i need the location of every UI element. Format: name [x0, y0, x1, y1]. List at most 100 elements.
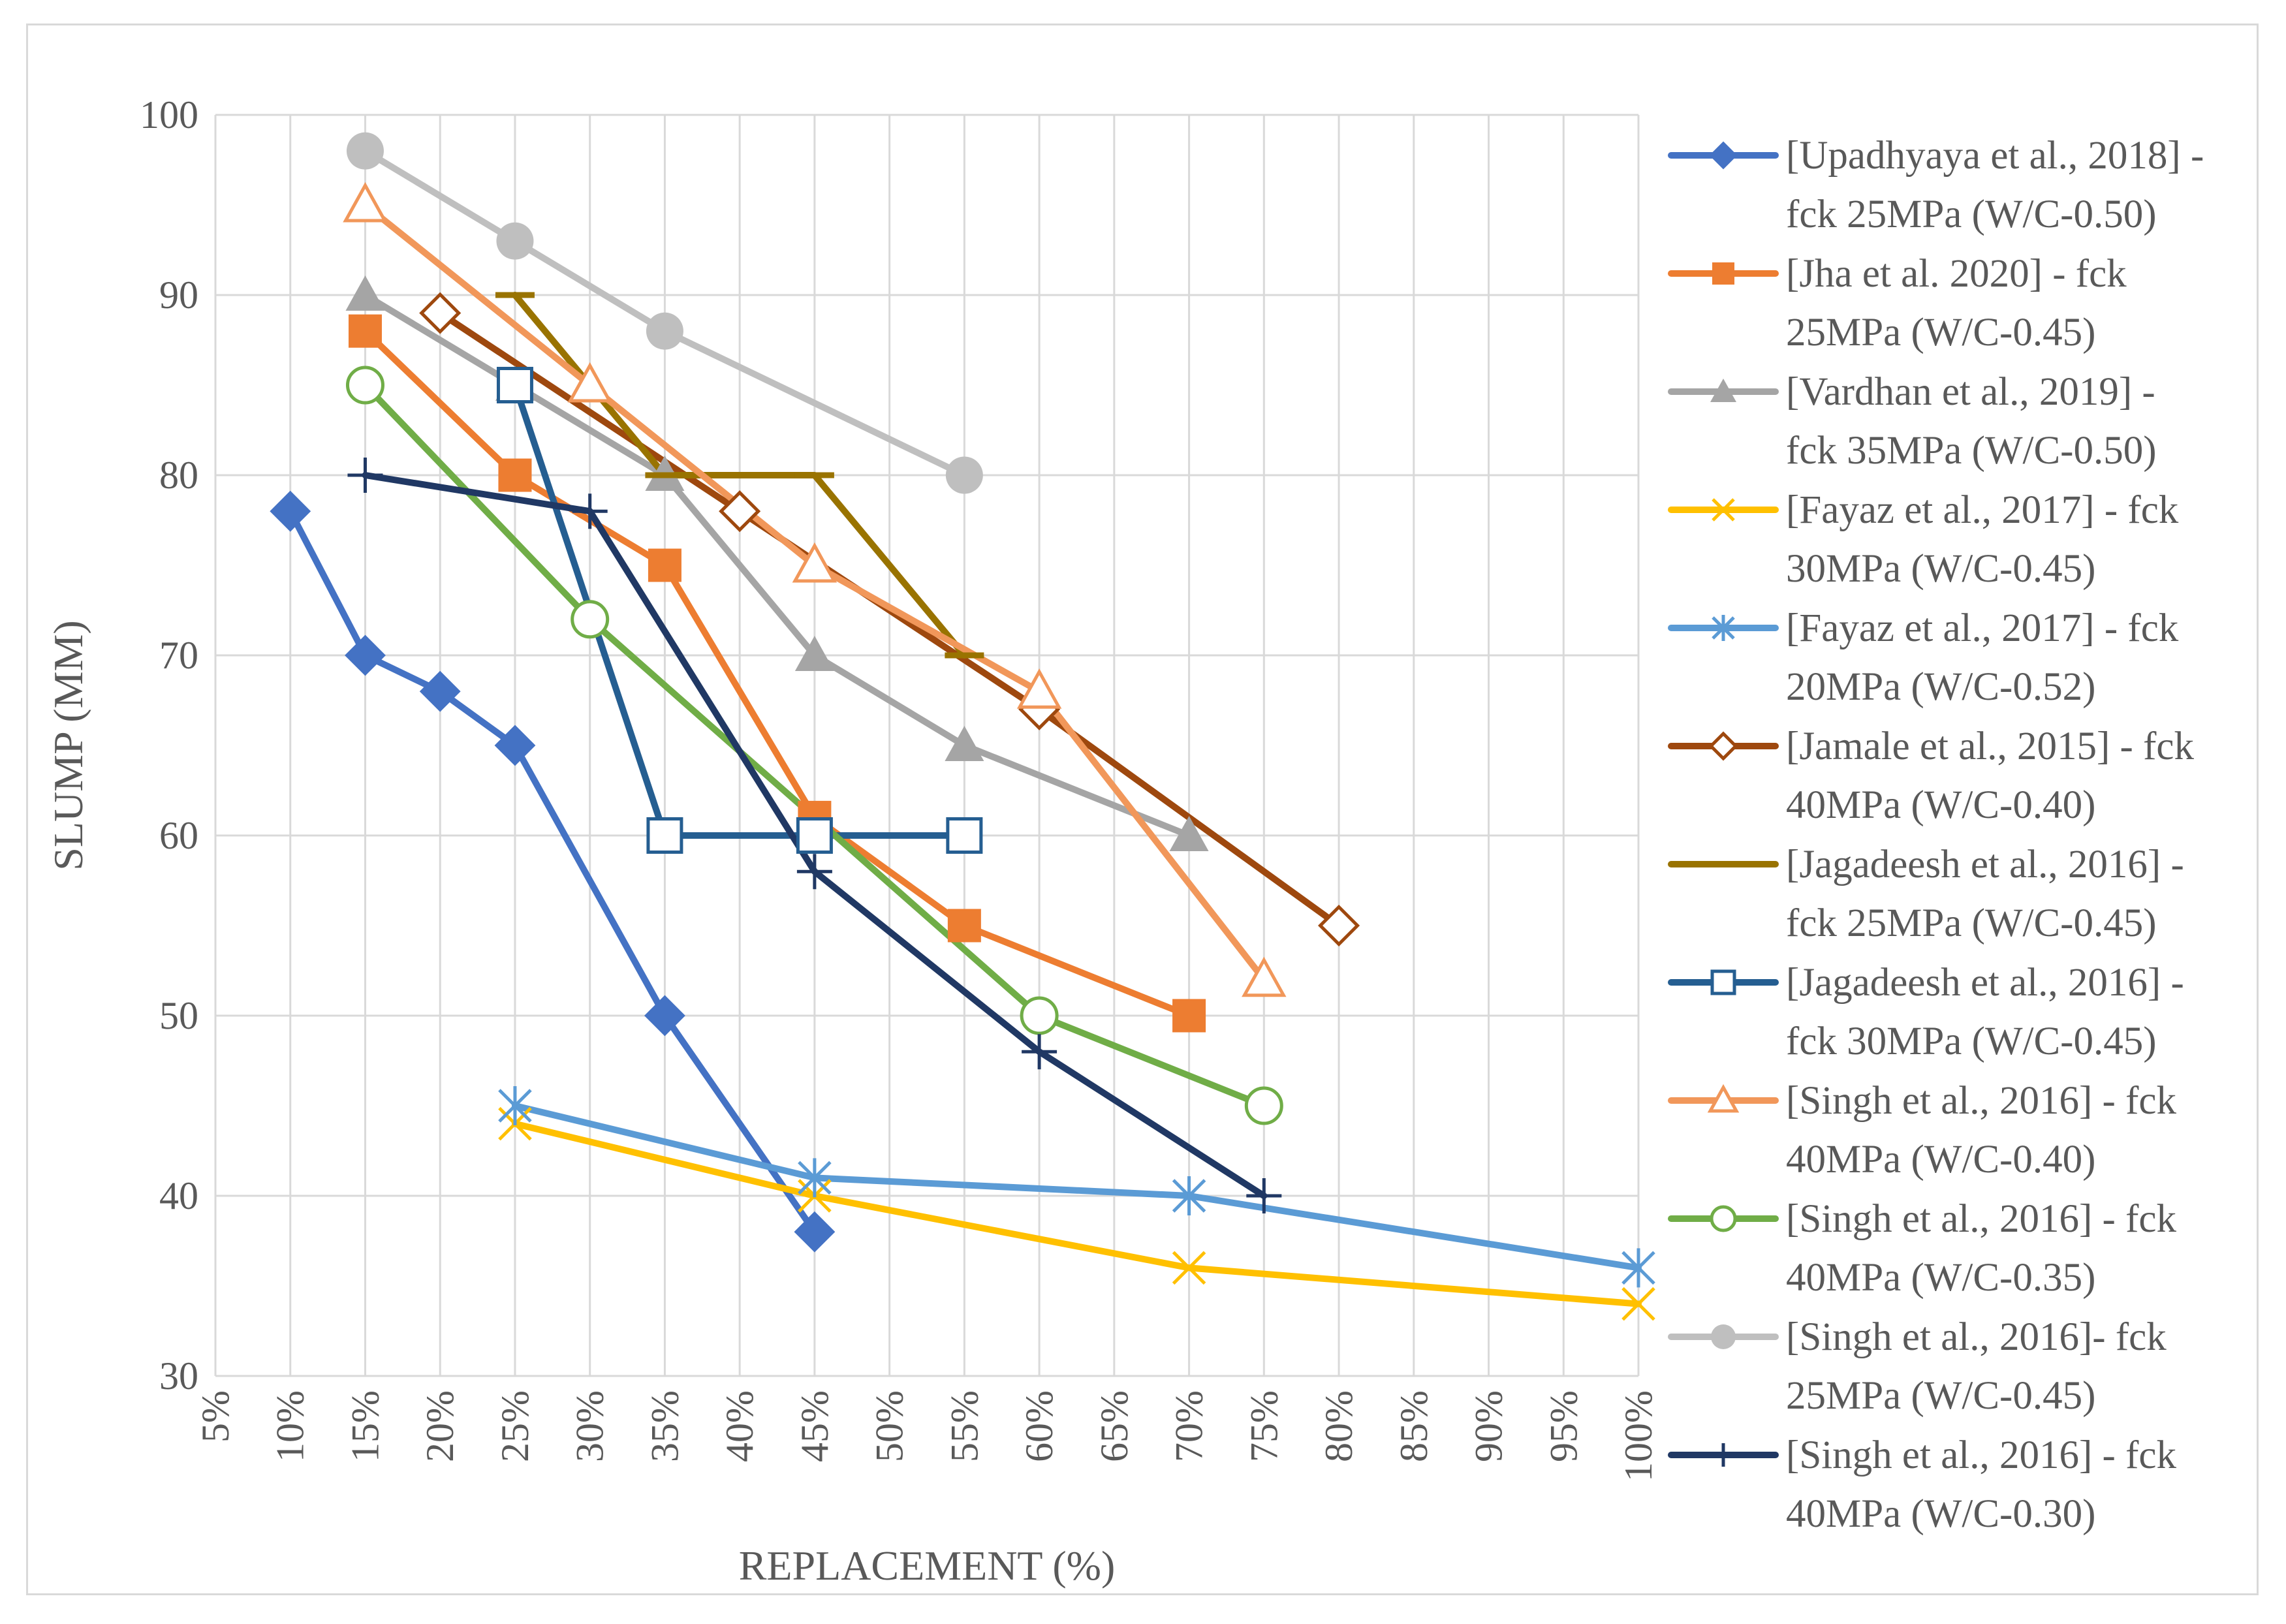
- legend-label: 40MPa (W/C-0.35): [1786, 1256, 2095, 1300]
- data-point-s7-0: [496, 367, 533, 403]
- data-point-s2-3: [794, 636, 834, 671]
- data-point-s4-2: [1172, 1176, 1206, 1215]
- y-tick-label: 50: [159, 994, 198, 1037]
- data-point-s1-1: [498, 458, 532, 492]
- data-point-s10-3: [945, 456, 983, 494]
- data-point-s1-0: [348, 314, 382, 348]
- legend-label: 40MPa (W/C-0.40): [1786, 783, 2095, 827]
- x-tick-label: 95%: [1542, 1390, 1585, 1462]
- data-point-s11-4: [1246, 1178, 1282, 1213]
- legend-swatch-marker: [1710, 1205, 1737, 1232]
- legend-entry-8: [Singh et al., 2016] - fck 40MPa (W/C-0.4…: [1668, 1079, 2176, 1181]
- legend-label: fck 25MPa (W/C-0.50): [1786, 193, 2157, 236]
- legend-entry-9: [Singh et al., 2016] - fck 40MPa (W/C-0.3…: [1668, 1197, 2176, 1300]
- x-tick-label: 90%: [1467, 1390, 1511, 1462]
- data-point-s11-1: [572, 493, 608, 529]
- series-markers: [270, 132, 1655, 1321]
- x-tick-label: 60%: [1018, 1390, 1061, 1462]
- data-point-s8-1: [567, 362, 612, 403]
- legend-label: [Jagadeesh et al., 2016] -: [1786, 843, 2184, 886]
- x-tick-label: 45%: [793, 1390, 836, 1462]
- legend-label: [Fayaz et al., 2017] - fck: [1786, 488, 2179, 532]
- data-point-s4-0: [498, 1086, 532, 1125]
- legend-swatch-marker: [1712, 1443, 1735, 1467]
- data-point-s9-2: [1020, 996, 1059, 1035]
- legend-label: [Jamale et al., 2015] - fck: [1786, 725, 2194, 768]
- legend-entry-0: [Upadhyaya et al., 2018] - fck 25MPa (W/C…: [1668, 134, 2204, 236]
- legend-entry-10: [Singh et al., 2016]- fck 25MPa (W/C-0.45…: [1668, 1315, 2167, 1418]
- legend-entry-2: [Vardhan et al., 2019] - fck 35MPa (W/C-0…: [1668, 370, 2157, 473]
- data-point-s0-0: [270, 490, 311, 532]
- y-tick-label: 90: [159, 273, 198, 317]
- legend-label: 40MPa (W/C-0.30): [1786, 1492, 2095, 1536]
- legend-swatch-marker: [1711, 1324, 1736, 1349]
- legend-label: [Jagadeesh et al., 2016] -: [1786, 961, 2184, 1005]
- legend-label: [Vardhan et al., 2019] -: [1786, 370, 2155, 414]
- legend-label: 25MPa (W/C-0.45): [1786, 311, 2095, 354]
- data-point-s3-3: [1621, 1287, 1655, 1321]
- x-tick-label: 85%: [1392, 1390, 1435, 1462]
- legend-label: [Singh et al., 2016] - fck: [1786, 1197, 2176, 1241]
- legend-label: fck 25MPa (W/C-0.45): [1786, 901, 2157, 945]
- legend-swatch-marker: [1709, 141, 1738, 170]
- y-tick-label: 30: [159, 1354, 198, 1398]
- x-tick-label: 70%: [1168, 1390, 1211, 1462]
- legend-entry-3: [Fayaz et al., 2017] - fck 30MPa (W/C-0.4…: [1668, 488, 2179, 591]
- x-tick-label: 55%: [943, 1390, 986, 1462]
- x-tick-label: 5%: [194, 1390, 237, 1443]
- data-point-s10-0: [346, 132, 384, 170]
- legend-label: fck 35MPa (W/C-0.50): [1786, 429, 2157, 473]
- legend-label: [Singh et al., 2016] - fck: [1786, 1433, 2176, 1477]
- x-tick-label: 65%: [1093, 1390, 1136, 1462]
- data-point-s7-3: [946, 817, 983, 854]
- data-point-s0-4: [644, 995, 685, 1037]
- y-tick-label: 100: [140, 93, 198, 136]
- x-tick-label: 75%: [1242, 1390, 1285, 1462]
- data-point-s0-2: [419, 670, 461, 712]
- series-line-1: [362, 328, 1193, 1019]
- legend-label: [Fayaz et al., 2017] - fck: [1786, 606, 2179, 650]
- legend-entry-7: [Jagadeesh et al., 2016] - fck 30MPa (W/C…: [1668, 961, 2184, 1063]
- x-tick-label: 35%: [643, 1390, 686, 1462]
- data-point-s2-5: [1169, 816, 1209, 851]
- data-point-s8-2: [792, 542, 838, 583]
- data-point-s7-2: [796, 817, 833, 854]
- series-line-0: [287, 508, 818, 1236]
- data-point-s1-5: [1172, 999, 1206, 1033]
- x-tick-label: 20%: [418, 1390, 462, 1462]
- chart-frame: [26, 23, 2259, 1595]
- data-point-s2-4: [945, 726, 984, 761]
- y-tick-label: 80: [159, 454, 198, 497]
- legend-entry-5: [Jamale et al., 2015] - fck 40MPa (W/C-0.…: [1668, 725, 2194, 827]
- data-point-s0-5: [794, 1211, 836, 1253]
- y-axis-title: SLUMP (MM): [45, 620, 91, 870]
- legend-swatch-marker: [1707, 1084, 1740, 1113]
- legend-swatch-marker: [1712, 615, 1735, 641]
- legend-swatch-marker: [1712, 498, 1735, 522]
- x-axis-title: REPLACEMENT (%): [739, 1542, 1116, 1589]
- legend-label: [Jha et al. 2020] - fck: [1786, 252, 2127, 296]
- x-tick-label: 10%: [269, 1390, 312, 1462]
- legend-entry-11: [Singh et al., 2016] - fck 40MPa (W/C-0.3…: [1668, 1433, 2176, 1536]
- legend-label: 30MPa (W/C-0.45): [1786, 547, 2095, 591]
- legend-swatch-marker: [1710, 379, 1736, 402]
- legend-swatch-marker: [1708, 731, 1738, 761]
- series-line-2: [362, 292, 1193, 839]
- x-tick-label: 100%: [1617, 1390, 1660, 1482]
- y-tick-label: 40: [159, 1174, 198, 1217]
- data-point-s11-3: [1022, 1034, 1057, 1070]
- data-point-s3-2: [1172, 1251, 1206, 1285]
- data-point-s5-3: [1318, 904, 1360, 947]
- legend-label: 25MPa (W/C-0.45): [1786, 1374, 2095, 1418]
- data-point-s8-0: [343, 181, 388, 223]
- legend-entry-1: [Jha et al. 2020] - fck 25MPa (W/C-0.45): [1668, 252, 2127, 354]
- data-point-s2-0: [345, 275, 385, 311]
- data-point-s0-3: [494, 725, 536, 766]
- legend-entry-6: [Jagadeesh et al., 2016] - fck 25MPa (W/C…: [1668, 843, 2184, 945]
- x-tick-label: 15%: [343, 1390, 386, 1462]
- data-point-s4-1: [798, 1158, 832, 1198]
- data-point-s4-3: [1621, 1248, 1655, 1288]
- series-line-3: [511, 1120, 1642, 1307]
- legend-label: [Singh et al., 2016] - fck: [1786, 1079, 2176, 1123]
